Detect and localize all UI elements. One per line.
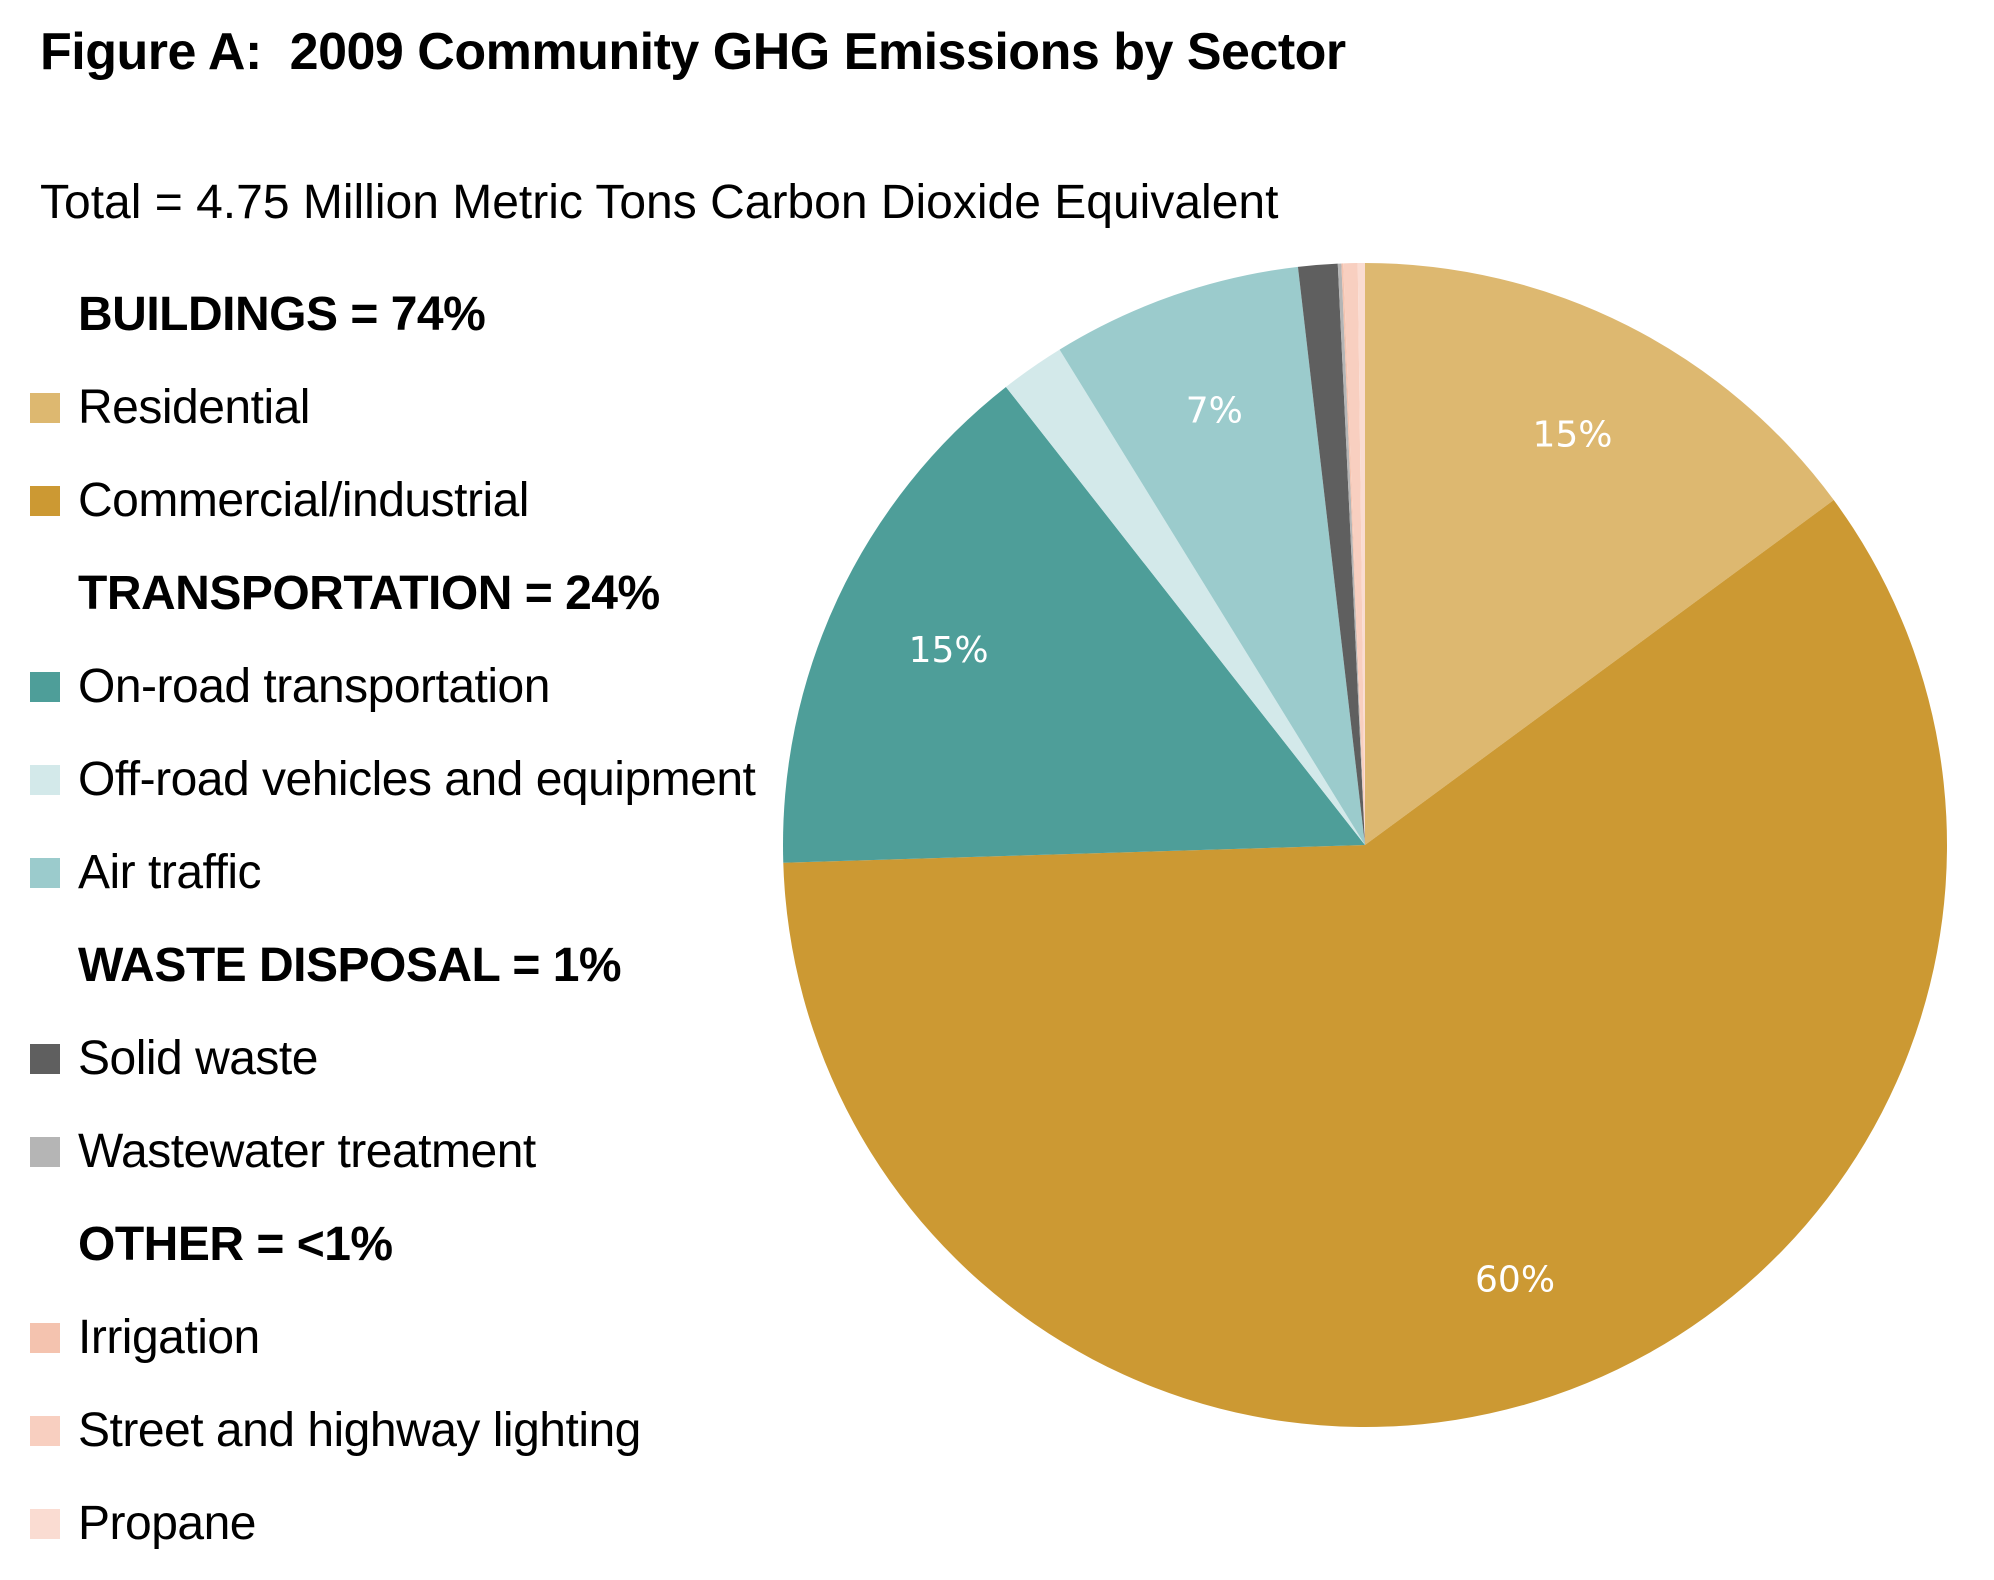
pie-slice-data-label: 15% — [1532, 415, 1612, 456]
legend-swatch — [30, 857, 60, 888]
chart-subtitle: Total = 4.75 Million Metric Tons Carbon … — [40, 176, 1279, 229]
legend-group-heading: WASTE DISPOSAL = 1% — [78, 939, 622, 992]
legend-swatch — [30, 1415, 60, 1446]
chart-title: Figure A: 2009 Community GHG Emissions b… — [40, 23, 1346, 81]
legend-item: Irrigation — [30, 1291, 800, 1384]
legend-swatch — [30, 1508, 60, 1539]
legend-item: Wastewater treatment — [30, 1105, 800, 1198]
legend-group-heading: TRANSPORTATION = 24% — [78, 567, 660, 620]
legend-label: Solid waste — [78, 1032, 318, 1085]
legend-item: Propane — [30, 1477, 800, 1570]
legend-label: Irrigation — [78, 1311, 260, 1364]
pie-slice-on-road-transportation — [783, 386, 1365, 863]
pie-slice-wastewater-treatment — [1337, 263, 1365, 845]
legend-swatch — [30, 1043, 60, 1074]
legend-swatch — [30, 485, 60, 516]
legend-item: Street and highway lighting — [30, 1384, 800, 1477]
pie-slice-residential — [1365, 263, 1834, 845]
legend-group-heading: OTHER = <1% — [78, 1218, 393, 1271]
legend-item: Off-road vehicles and equipment — [30, 733, 800, 826]
pie-slice-propane — [1357, 263, 1365, 845]
pie-slice-commercial-industrial — [783, 500, 1947, 1427]
legend-item: On-road transportation — [30, 640, 800, 733]
legend-label: Commercial/industrial — [78, 474, 529, 527]
legend-swatch — [30, 392, 60, 423]
pie-slice-air-traffic — [1059, 266, 1365, 845]
legend-item: Air traffic — [30, 826, 800, 919]
pie-slice-data-label: 7% — [1186, 391, 1243, 432]
pie-slice-solid-waste — [1297, 263, 1365, 845]
pie-slice-data-label: 15% — [909, 630, 989, 671]
legend-item: Residential — [30, 361, 800, 454]
legend-label: Propane — [78, 1497, 256, 1550]
legend-swatch — [30, 1136, 60, 1167]
legend-label: On-road transportation — [78, 660, 550, 713]
pie-slice-irrigation — [1341, 263, 1365, 845]
legend-item: Solid waste — [30, 1012, 800, 1105]
legend-label: Air traffic — [78, 846, 261, 899]
pie-slice-street-and-highway-lighting — [1343, 263, 1365, 845]
legend-label: Street and highway lighting — [78, 1404, 641, 1457]
legend-group-heading: BUILDINGS = 74% — [78, 288, 486, 341]
legend-swatch — [30, 1322, 60, 1353]
legend-swatch — [30, 764, 60, 795]
legend-label: Off-road vehicles and equipment — [78, 753, 756, 806]
pie-slice-data-label: 60% — [1475, 1260, 1555, 1301]
legend-item: Commercial/industrial — [30, 454, 800, 547]
legend-label: Wastewater treatment — [78, 1125, 536, 1178]
pie-slice-off-road-vehicles-and-equipment — [1005, 349, 1365, 845]
legend-swatch — [30, 671, 60, 702]
legend: BUILDINGS = 74% Residential Commercial/ind… — [30, 268, 800, 1570]
legend-label: Residential — [78, 381, 310, 434]
